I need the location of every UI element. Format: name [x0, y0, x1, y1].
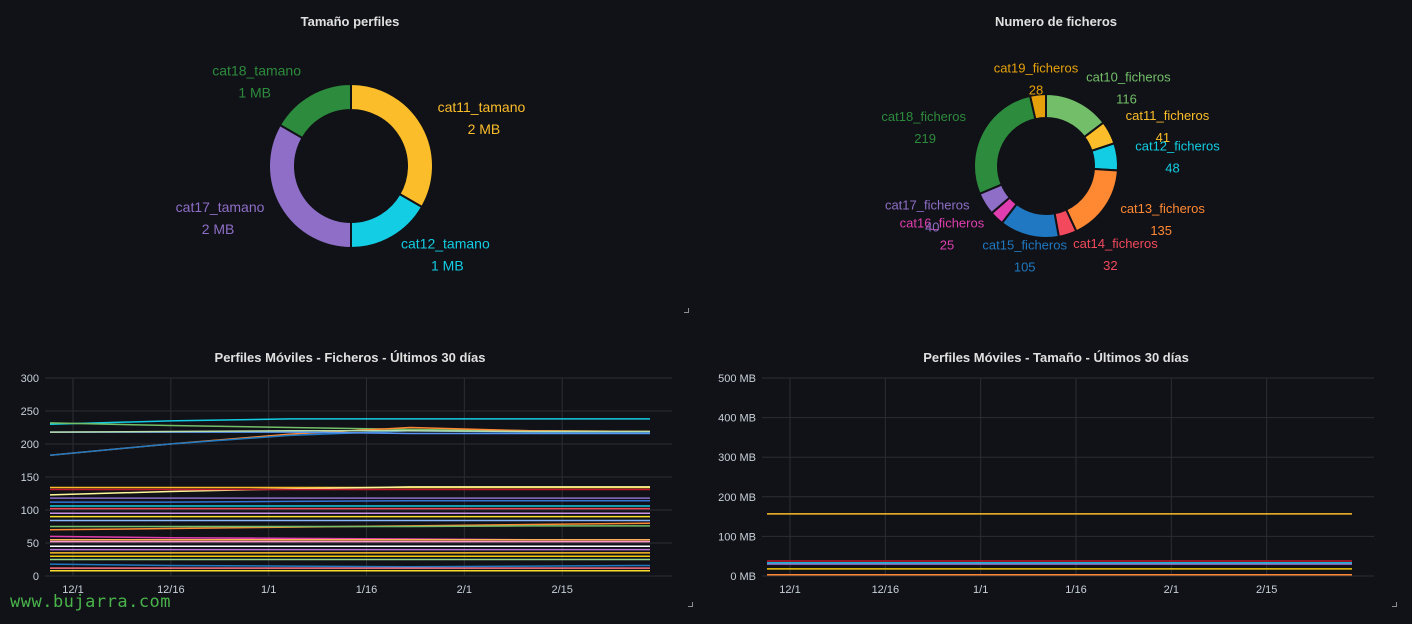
slice-value: 32	[1103, 258, 1117, 273]
slice-label: cat17_tamano	[176, 199, 265, 215]
slice-label: cat19_ficheros	[994, 61, 1079, 76]
x-tick-label: 2/1	[457, 584, 472, 596]
slice-label: cat18_ficheros	[881, 109, 966, 124]
slice-label: cat10_ficheros	[1086, 69, 1171, 84]
series-line[interactable]	[49, 563, 651, 568]
panel-title[interactable]: Tamaño perfiles	[300, 14, 400, 29]
slice-label: cat11_ficheros	[1126, 108, 1210, 123]
slice-label: cat15_ficheros	[982, 237, 1067, 252]
panel-title[interactable]: Numero de ficheros	[994, 14, 1118, 29]
x-tick-label: 12/16	[157, 584, 185, 596]
line-chart: 0 MB 100 MB 200 MB 300 MB 400 MB 500 MB 12/1 12…	[718, 373, 1374, 596]
y-tick-label: 100	[21, 505, 39, 517]
slice-label: cat11_tamano	[438, 99, 526, 115]
y-tick-label: 0	[33, 571, 39, 583]
slice-label: cat12_ficheros	[1135, 138, 1220, 153]
pie-slice[interactable]	[268, 123, 352, 250]
panel-title[interactable]: Perfiles Móviles - Ficheros - Últimos 30…	[214, 350, 486, 365]
x-tick-label: 2/15	[1256, 584, 1277, 596]
slice-label: cat16_ficheros	[900, 215, 985, 230]
pie-slice[interactable]	[350, 82, 434, 209]
slice-label: cat13_ficheros	[1120, 201, 1205, 216]
x-tick-label: 1/1	[261, 584, 276, 596]
slice-value: 219	[914, 131, 936, 146]
slice-value: 25	[940, 237, 954, 252]
slice-value: 1 MB	[238, 84, 271, 100]
donut-chart: cat11_tamano 2 MB cat12_tamano 1 MB cat17_ta…	[176, 62, 526, 274]
y-tick-label: 500 MB	[718, 373, 756, 385]
panel-tamano-perfiles: Tamaño perfiles cat11_tamano 2 MB cat12_ta…	[0, 0, 700, 320]
x-tick-label: 1/16	[356, 584, 377, 596]
slice-value: 40	[925, 219, 939, 234]
y-tick-label: 100 MB	[718, 531, 756, 543]
pie-slice[interactable]	[278, 82, 352, 140]
x-tick-label: 1/16	[1065, 584, 1086, 596]
donut-chart: cat10_ficheros 116 cat11_ficheros 41cat12_f…	[881, 61, 1220, 275]
y-tick-label: 300	[21, 373, 39, 385]
slice-value: 135	[1150, 223, 1172, 238]
slice-label: cat17_ficheros	[885, 197, 970, 212]
series-line[interactable]	[50, 525, 650, 528]
x-tick-label: 12/1	[62, 584, 83, 596]
slice-value: 28	[1029, 83, 1043, 98]
panel-ficheros-30-dias: Perfiles Móviles - Ficheros - Últimos 30…	[0, 336, 700, 624]
x-tick-label: 12/1	[779, 584, 800, 596]
resize-handle[interactable]	[684, 308, 689, 313]
slice-label: cat18_tamano	[212, 62, 301, 78]
panel-numero-ficheros: Numero de ficheros cat10_ficheros 116 cat1…	[700, 0, 1412, 320]
slice-value: 116	[1116, 91, 1137, 106]
series-line[interactable]	[50, 500, 650, 503]
x-tick-label: 1/1	[973, 584, 988, 596]
y-tick-label: 150	[21, 472, 39, 484]
x-tick-label: 2/15	[551, 584, 572, 596]
y-tick-label: 250	[21, 406, 39, 418]
slice-value: 2 MB	[468, 121, 501, 137]
y-tick-label: 50	[27, 538, 39, 550]
slice-value: 2 MB	[202, 221, 235, 237]
y-tick-label: 200 MB	[718, 492, 756, 504]
y-tick-label: 200	[21, 439, 39, 451]
slice-value: 41	[1156, 130, 1170, 145]
watermark-text: www.bujarra.com	[10, 592, 172, 612]
y-tick-label: 0 MB	[730, 571, 756, 583]
pie-slice[interactable]	[1064, 167, 1119, 233]
series-line[interactable]	[49, 486, 650, 496]
y-tick-label: 400 MB	[718, 413, 756, 425]
slice-value: 1 MB	[431, 258, 464, 274]
resize-handle[interactable]	[1392, 602, 1397, 607]
series-line[interactable]	[49, 430, 651, 456]
pie-slice[interactable]	[973, 94, 1037, 196]
panel-title[interactable]: Perfiles Móviles - Tamaño - Últimos 30 d…	[923, 350, 1189, 365]
slice-value: 105	[1014, 259, 1036, 274]
slice-value: 48	[1165, 160, 1179, 175]
series-line[interactable]	[49, 418, 650, 425]
slice-label: cat12_tamano	[401, 236, 490, 252]
resize-handle[interactable]	[688, 602, 693, 607]
x-tick-label: 2/1	[1164, 584, 1179, 596]
slice-label: cat14_ficheros	[1073, 236, 1158, 251]
y-tick-label: 300 MB	[718, 452, 756, 464]
panel-tamano-30-dias: Perfiles Móviles - Tamaño - Últimos 30 d…	[700, 336, 1412, 624]
series-line[interactable]	[49, 430, 650, 433]
x-tick-label: 12/16	[872, 584, 900, 596]
pie-slice[interactable]	[1028, 92, 1047, 121]
line-chart: 0 50 100 150 200 250 300 12/1 12/16 1/1 1/16 2/1 2/1…	[21, 373, 672, 596]
